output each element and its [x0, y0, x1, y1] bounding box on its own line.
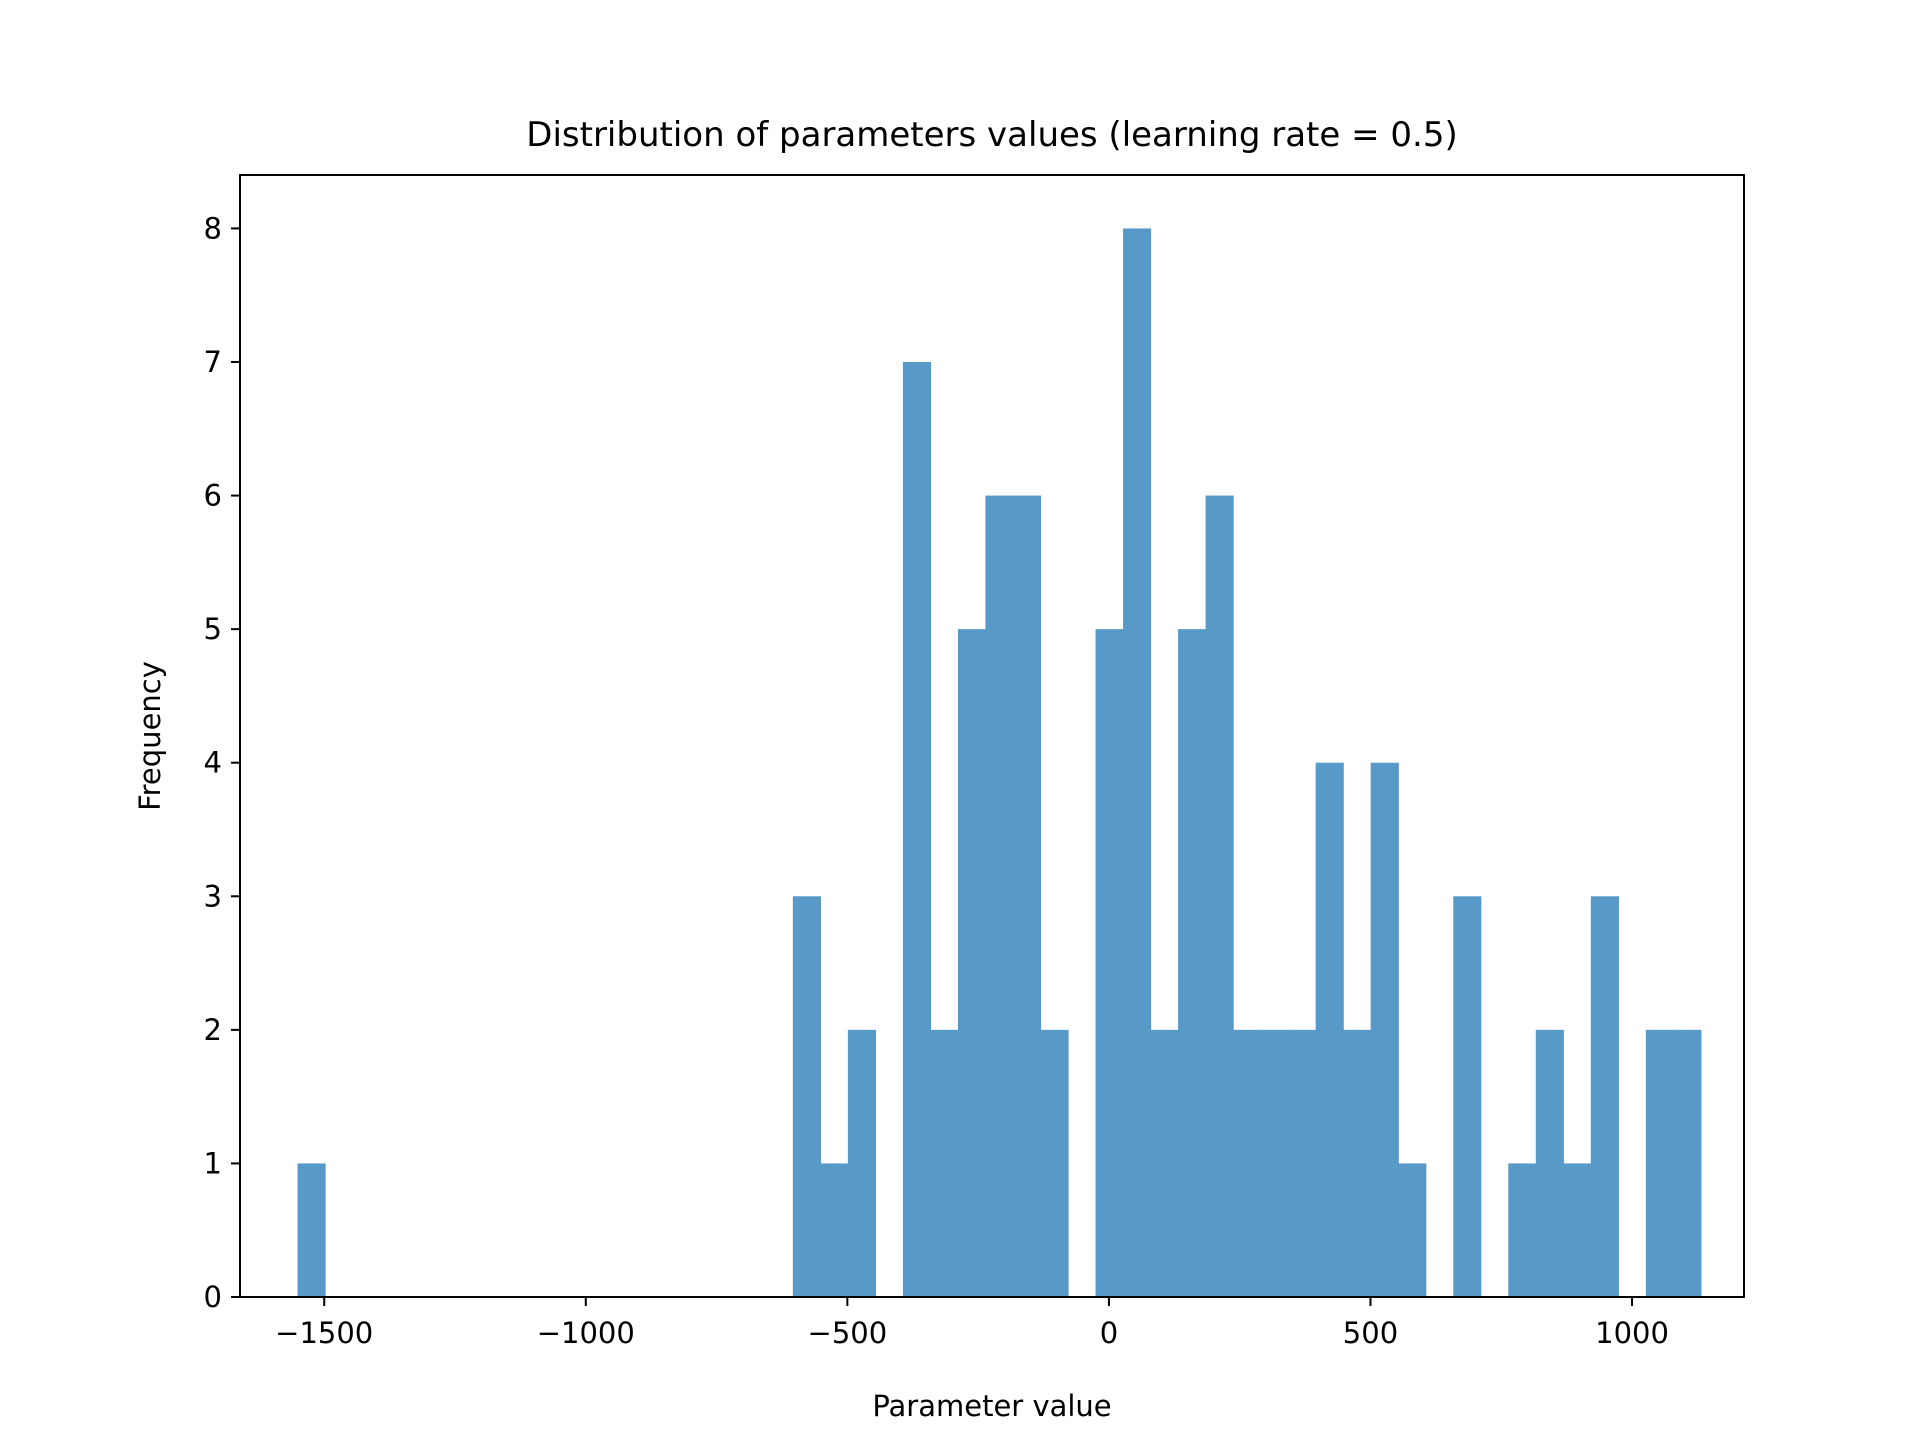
histogram-bar: [847, 1029, 876, 1297]
histogram-bar: [985, 495, 1014, 1297]
histogram-bar: [1535, 1029, 1564, 1297]
histogram-bar: [1040, 1029, 1069, 1297]
x-tick-label: 500: [1343, 1316, 1398, 1350]
x-tick-label: 0: [1100, 1316, 1118, 1350]
y-tick-label: 2: [204, 1013, 222, 1047]
histogram-bar: [1095, 629, 1124, 1297]
y-tick-label: 4: [204, 746, 222, 780]
y-tick-label: 7: [204, 345, 222, 379]
histogram-bar: [1508, 1163, 1537, 1297]
y-ticks: 0 1 2 3 4 5 6 7 8: [204, 211, 240, 1314]
histogram-bar: [297, 1163, 326, 1297]
plot-frame: [239, 174, 1745, 1298]
bars-layer: [297, 228, 1702, 1298]
histogram-bar: [957, 629, 987, 1297]
y-tick-label: 6: [204, 479, 222, 513]
x-tick-label: −500: [808, 1316, 888, 1350]
y-tick-label: 1: [204, 1146, 222, 1180]
x-tick-label: −1000: [537, 1316, 635, 1350]
x-axis-label: Parameter value: [872, 1389, 1111, 1423]
histogram-bar: [1012, 495, 1042, 1297]
histogram-bar: [1343, 1029, 1372, 1297]
histogram-bar: [902, 362, 932, 1297]
histogram-bar: [1178, 629, 1207, 1297]
chart-title: Distribution of parameters values (learn…: [526, 115, 1457, 155]
histogram-bar: [820, 1163, 849, 1297]
x-tick-label: 1000: [1595, 1316, 1669, 1350]
x-tick-label: −1500: [275, 1316, 373, 1350]
y-axis-label: Frequency: [133, 661, 167, 811]
histogram-bar: [930, 1029, 959, 1297]
histogram-bar: [1150, 1029, 1179, 1297]
histogram-bar: [1205, 495, 1234, 1297]
histogram-bar: [1398, 1163, 1427, 1297]
histogram-bar: [792, 896, 821, 1297]
x-ticks: −1500 −1000 −500 0 500 1000: [275, 1297, 1669, 1350]
histogram-bar: [1453, 896, 1482, 1297]
histogram-bar: [1563, 1163, 1592, 1297]
histogram-bar: [1673, 1029, 1702, 1297]
histogram-bar: [1315, 762, 1344, 1297]
histogram-bar: [1590, 896, 1619, 1297]
histogram-bar: [1370, 762, 1399, 1297]
histogram-bar: [1123, 228, 1152, 1298]
histogram-bar: [1233, 1029, 1262, 1297]
histogram-bar: [1288, 1029, 1317, 1297]
y-tick-label: 3: [204, 879, 222, 913]
y-tick-label: 8: [204, 211, 222, 245]
y-tick-label: 0: [204, 1280, 222, 1314]
histogram-bar: [1260, 1029, 1289, 1297]
y-tick-label: 5: [204, 612, 222, 646]
histogram-bar: [1645, 1029, 1674, 1297]
